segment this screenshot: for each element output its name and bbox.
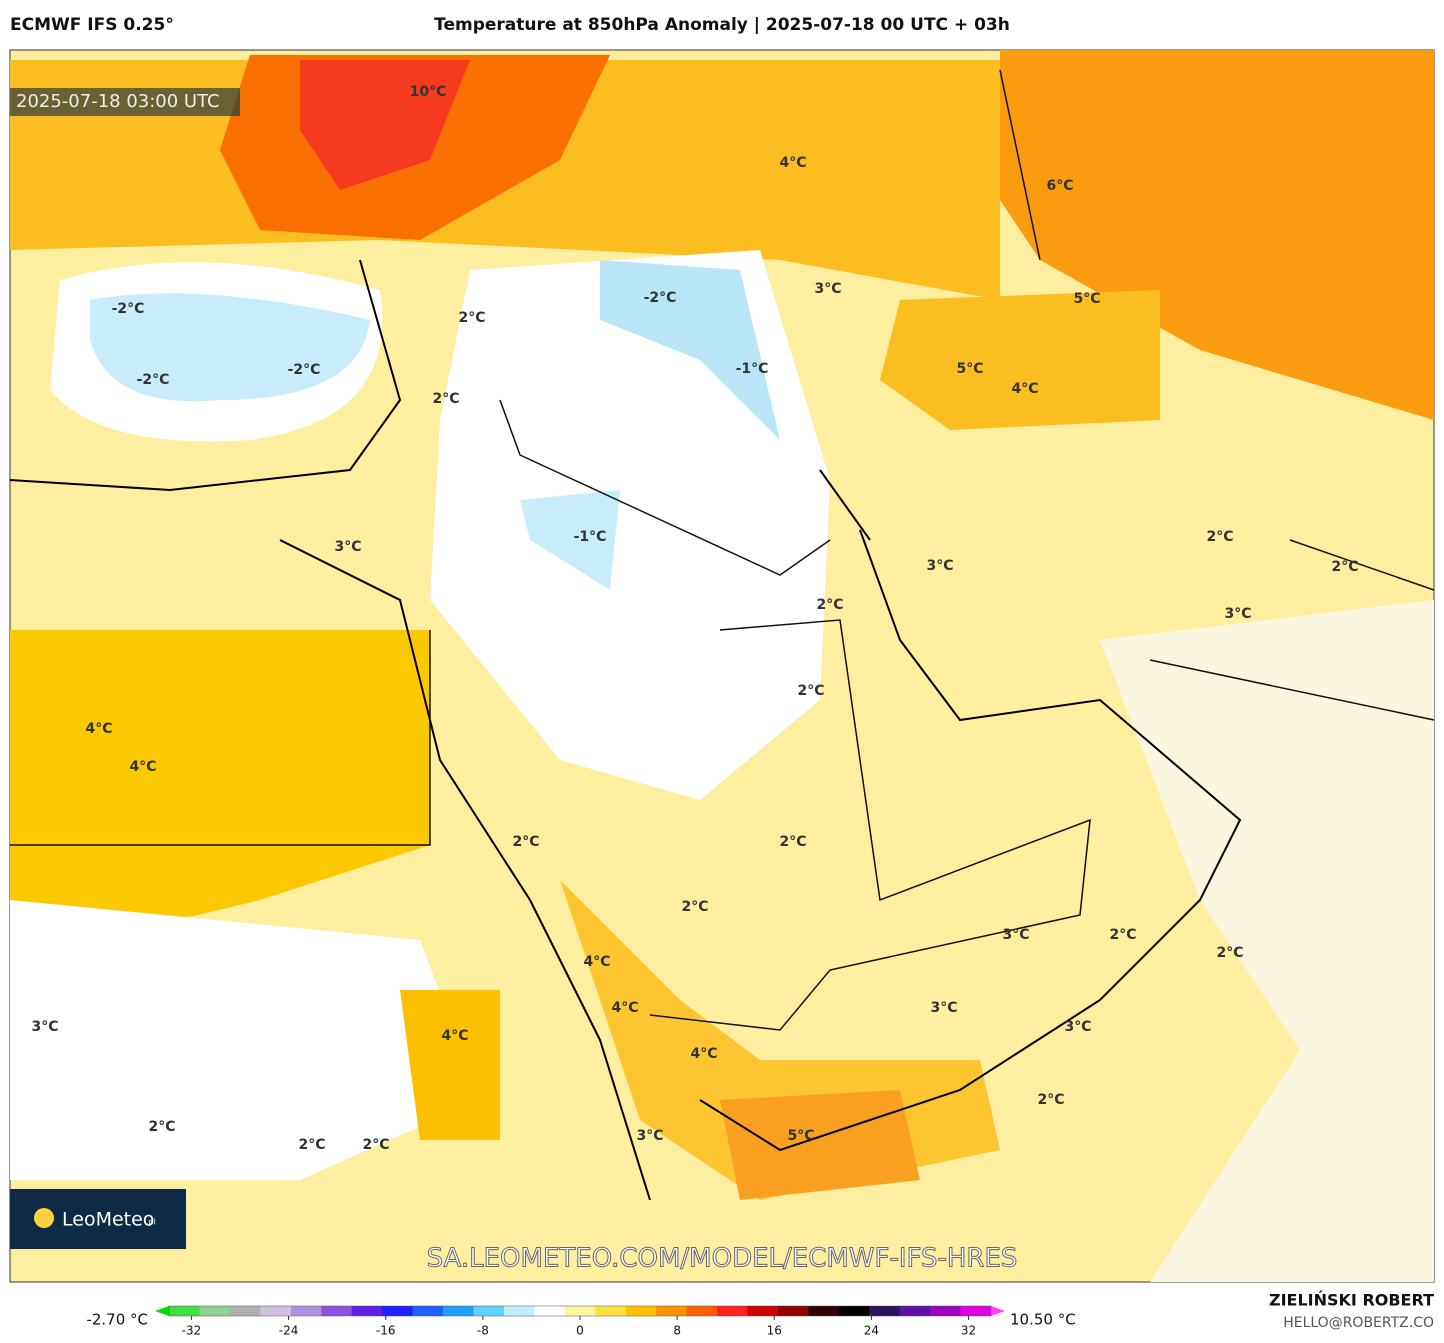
contour-label: 3°C	[814, 281, 841, 297]
colorbar-segment	[564, 1306, 596, 1316]
colorbar-tick-label: -32	[182, 1324, 202, 1338]
colorbar-segment	[169, 1306, 200, 1316]
contour-label: 2°C	[1109, 927, 1136, 943]
contour-label: 4°C	[129, 759, 156, 775]
contour-label: 2°C	[298, 1137, 325, 1153]
colorbar-segment	[321, 1306, 353, 1316]
contour-label: 2°C	[512, 834, 539, 850]
timestamp: 2025-07-18 03:00 UTC	[16, 91, 220, 112]
contour-label: 3°C	[636, 1128, 663, 1144]
contour-label: 2°C	[1037, 1092, 1064, 1108]
colorbar-segment	[930, 1306, 962, 1316]
colorbar-segment	[717, 1306, 748, 1316]
colorbar-segment	[443, 1306, 474, 1316]
colorbar-tick-label: -8	[477, 1324, 489, 1338]
contour-label: 2°C	[1216, 945, 1243, 961]
contour-label: 2°C	[779, 834, 806, 850]
contour-label: -2°C	[644, 290, 677, 306]
contour-label: 10°C	[410, 84, 447, 100]
contour-label: 5°C	[1073, 291, 1100, 307]
colorbar-segment	[595, 1306, 627, 1316]
colorbar-tick-label: -16	[376, 1324, 396, 1338]
colorbar-segment	[503, 1306, 535, 1316]
colorbar-segment	[777, 1306, 809, 1316]
colorbar-tick-label: 0	[576, 1324, 584, 1338]
colorbar-segment	[899, 1306, 931, 1316]
colorbar-segment	[534, 1306, 566, 1316]
contour-label: 3°C	[31, 1019, 58, 1035]
contour-label: 3°C	[1224, 606, 1251, 622]
contour-label: 6°C	[1046, 178, 1073, 194]
contour-label: 5°C	[956, 361, 983, 377]
contour-label: -1°C	[574, 529, 607, 545]
colorbar-segment	[260, 1306, 292, 1316]
contour-label: 4°C	[85, 721, 112, 737]
colorbar-segment	[290, 1306, 322, 1316]
colorbar-segment	[412, 1306, 444, 1316]
contour-label: 3°C	[1002, 927, 1029, 943]
url: SA.LEOMETEO.COM/MODEL/ECMWF-IFS-HRES	[427, 1244, 1018, 1274]
contour-label: 2°C	[681, 899, 708, 915]
contour-label: 2°C	[148, 1119, 175, 1135]
colorbar-segment	[838, 1306, 870, 1316]
colorbar-segment	[199, 1306, 231, 1316]
contour-label: 4°C	[441, 1028, 468, 1044]
colorbar-segment	[869, 1306, 901, 1316]
colorbar-segment	[382, 1306, 414, 1316]
contour-label: 3°C	[926, 558, 953, 574]
colorbar-tick-label: 24	[864, 1324, 879, 1338]
colorbar-tick-label: 16	[767, 1324, 782, 1338]
contour-label: 4°C	[779, 155, 806, 171]
contour-label: 4°C	[1011, 381, 1038, 397]
contour-label: -2°C	[137, 372, 170, 388]
contour-label: 2°C	[816, 597, 843, 613]
contour-label: -1°C	[736, 361, 769, 377]
colorbar-max: 10.50 °C	[1010, 1311, 1076, 1329]
map: 10°C 4°C 6°C -2°C -2°C 3°C 5°C 2°C -2°C -2°C -1°C 5…	[9, 49, 1435, 1283]
colorbar-segment	[625, 1306, 657, 1316]
model-name: ECMWF IFS 0.25°	[10, 15, 174, 35]
colorbar-tick-label: 32	[961, 1324, 976, 1338]
contour-label: 2°C	[1206, 529, 1233, 545]
author: ZIELIŃSKI ROBERT	[1269, 1291, 1434, 1310]
logo: LeoMeteo	[62, 1209, 154, 1231]
contour-label: 2°C	[362, 1137, 389, 1153]
colorbar-segment	[808, 1306, 840, 1316]
contour-label: 2°C	[1331, 559, 1358, 575]
contour-label: -2°C	[112, 301, 145, 317]
contour-label: 3°C	[334, 539, 361, 555]
logo-suffix: .pl	[146, 1218, 156, 1227]
colorbar-tick-label: 8	[673, 1324, 681, 1338]
colorbar-segment	[747, 1306, 779, 1316]
email: HELLO@ROBERTZ.CO	[1283, 1315, 1434, 1331]
contour-label: 2°C	[797, 683, 824, 699]
contour-label: 2°C	[458, 310, 485, 326]
colorbar-tick-label: -24	[279, 1324, 299, 1338]
contour-label: 4°C	[690, 1046, 717, 1062]
colorbar-end	[991, 1306, 1005, 1316]
colorbar-segment	[960, 1306, 992, 1316]
colorbar-segment	[473, 1306, 505, 1316]
colorbar-segment	[656, 1306, 688, 1316]
colorbar-end	[155, 1306, 169, 1316]
contour-label: 2°C	[432, 391, 459, 407]
contour-label: 3°C	[1064, 1019, 1091, 1035]
contour-label: 5°C	[787, 1128, 814, 1144]
colorbar-segment	[686, 1306, 718, 1316]
colorbar-min: -2.70 °C	[86, 1311, 148, 1329]
colorbar-segment	[229, 1306, 261, 1316]
contour-label: 4°C	[611, 1000, 638, 1016]
contour-label: 4°C	[583, 954, 610, 970]
contour-label: 3°C	[930, 1000, 957, 1016]
title: Temperature at 850hPa Anomaly | 2025-07-…	[434, 15, 1010, 35]
contour-label: -2°C	[288, 362, 321, 378]
colorbar-segment	[351, 1306, 383, 1316]
